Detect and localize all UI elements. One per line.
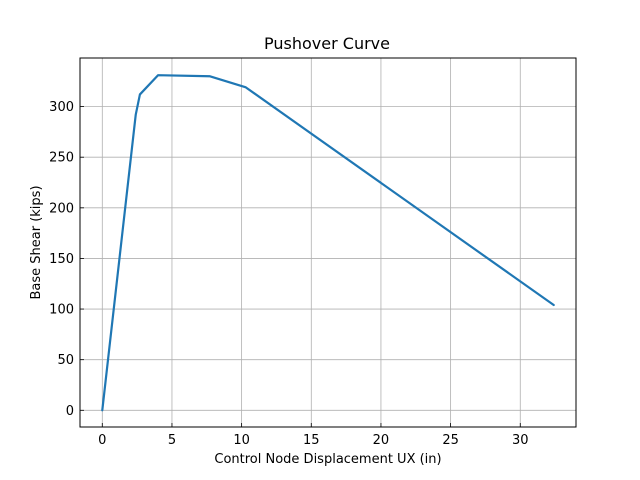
plot-frame: [79, 57, 577, 428]
y-tick-label: 100: [49, 303, 74, 318]
y-tick-label: 0: [66, 404, 74, 419]
x-tick-label: 25: [442, 433, 459, 448]
y-tick-label: 300: [49, 100, 74, 115]
x-tick-label: 20: [373, 433, 390, 448]
x-tick-label: 10: [233, 433, 250, 448]
y-tick-label: 200: [49, 201, 74, 216]
chart-title: Pushover Curve: [264, 34, 390, 53]
x-axis-label: Control Node Displacement UX (in): [214, 452, 441, 467]
y-axis-label: Base Shear (kips): [29, 185, 44, 299]
x-tick-label: 30: [512, 433, 529, 448]
series-layer: [101, 74, 555, 412]
y-tick-label: 250: [49, 151, 74, 166]
y-tick-label: 50: [57, 353, 74, 368]
x-tick-label: 0: [98, 433, 106, 448]
y-tick-label: 150: [49, 252, 74, 267]
x-tick-label: 5: [168, 433, 176, 448]
x-tick-label: 15: [303, 433, 320, 448]
grid: [80, 58, 576, 427]
